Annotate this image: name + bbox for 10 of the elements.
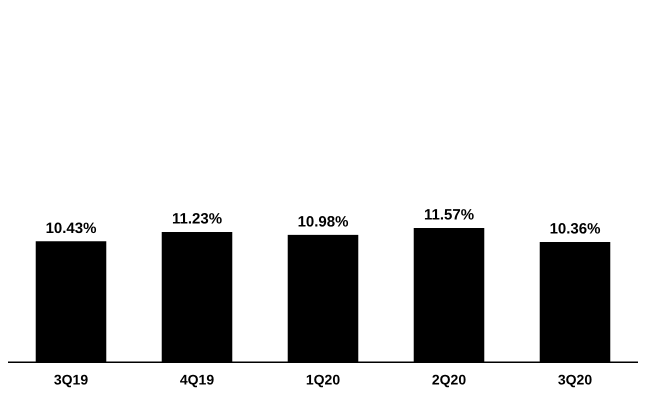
- x-tick-label: 2Q20: [432, 371, 466, 388]
- data-label: 10.43%: [46, 220, 96, 237]
- x-tick-label: 4Q19: [180, 371, 214, 388]
- x-tick-label: 3Q19: [54, 371, 88, 388]
- data-label: 10.98%: [298, 213, 348, 230]
- x-tick-label: 3Q20: [558, 371, 592, 388]
- data-label: 10.36%: [550, 220, 600, 238]
- data-label: 11.23%: [172, 210, 222, 228]
- data-label: 11.57%: [424, 206, 474, 224]
- x-tick-label: 1Q20: [306, 371, 340, 388]
